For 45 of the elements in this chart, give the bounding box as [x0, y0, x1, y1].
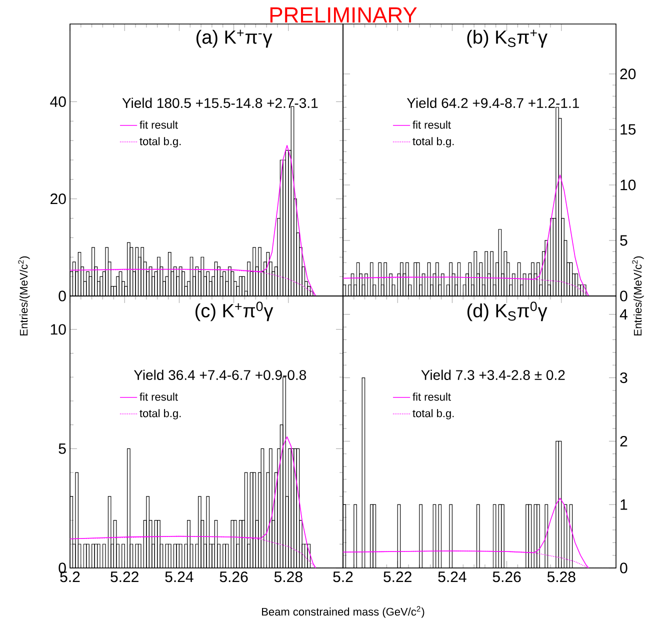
annotation: Yield 36.4 +7.4-6.7 +0.9-0.8 — [134, 370, 306, 380]
annotation: Yield 180.5 +15.5-14.8 +2.7-3.1 — [122, 98, 318, 108]
legend-label: fit result — [412, 120, 451, 129]
legend-label: total b.g. — [412, 409, 454, 420]
y-tick-label: 4 — [620, 309, 628, 320]
legend-label: total b.g. — [140, 409, 181, 420]
x-tick-label: 5.2 — [333, 572, 353, 582]
x-tick-label: 5.22 — [384, 572, 412, 582]
y-axis-title: Entries/(MeV/c$^{2}$) — [18, 256, 30, 336]
text: PRELIMINARY — [270, 7, 417, 23]
chart-title: (b) K$_{S}$π$^{+}$γ — [467, 30, 548, 48]
y-tick-label: 0 — [620, 562, 628, 574]
annotation: Yield 7.3 +3.4-2.8 ± 0.2 — [421, 370, 565, 380]
y-tick-label: 20 — [620, 68, 636, 80]
x-tick-label: 5.22 — [110, 572, 138, 582]
x-tick-label: 5.28 — [547, 572, 576, 582]
x-tick-label: 5.26 — [492, 572, 521, 582]
y-tick-label: 3 — [620, 372, 628, 384]
legend-label: fit result — [140, 120, 178, 129]
y-tick-label: 20 — [50, 194, 66, 204]
annotation: Yield 64.2 +9.4-8.7 +1.2-1.1 — [406, 98, 579, 108]
y-tick-label: 0 — [58, 290, 66, 302]
y-tick-label: 1 — [620, 499, 628, 510]
chart-title: (c) K$^{+}$π$^{0}$γ — [196, 302, 274, 322]
y-tick-label: 2 — [620, 436, 628, 446]
y-tick-label: 10 — [620, 180, 636, 190]
chart-title: (d) K$_{S}$π$^{0}$γ — [467, 302, 548, 322]
y-tick-label: 0 — [620, 290, 628, 302]
x-tick-label: 5.2 — [60, 572, 80, 582]
y-tick-label: 10 — [50, 324, 66, 335]
chart-title: (a) K$^{+}$π$^{-}$γ — [196, 30, 272, 48]
y-tick-label: 5 — [620, 235, 628, 246]
y-tick-label: 40 — [50, 96, 66, 108]
x-tick-label: 5.28 — [274, 572, 302, 582]
y-tick-label: 5 — [58, 443, 66, 454]
legend-label: fit result — [412, 392, 451, 401]
y-tick-label: 15 — [620, 124, 636, 135]
legend-label: fit result — [140, 392, 178, 401]
x-axis-title: Beam constrained mass (GeV/c$^{2}$) — [262, 606, 424, 618]
x-tick-label: 5.24 — [438, 572, 466, 582]
legend-label: total b.g. — [140, 137, 181, 148]
x-tick-label: 5.24 — [165, 572, 194, 582]
x-tick-label: 5.26 — [220, 572, 248, 582]
y-axis-title: Entries/(MeV/c$^{2}$) — [632, 256, 644, 336]
legend-label: total b.g. — [412, 137, 454, 148]
